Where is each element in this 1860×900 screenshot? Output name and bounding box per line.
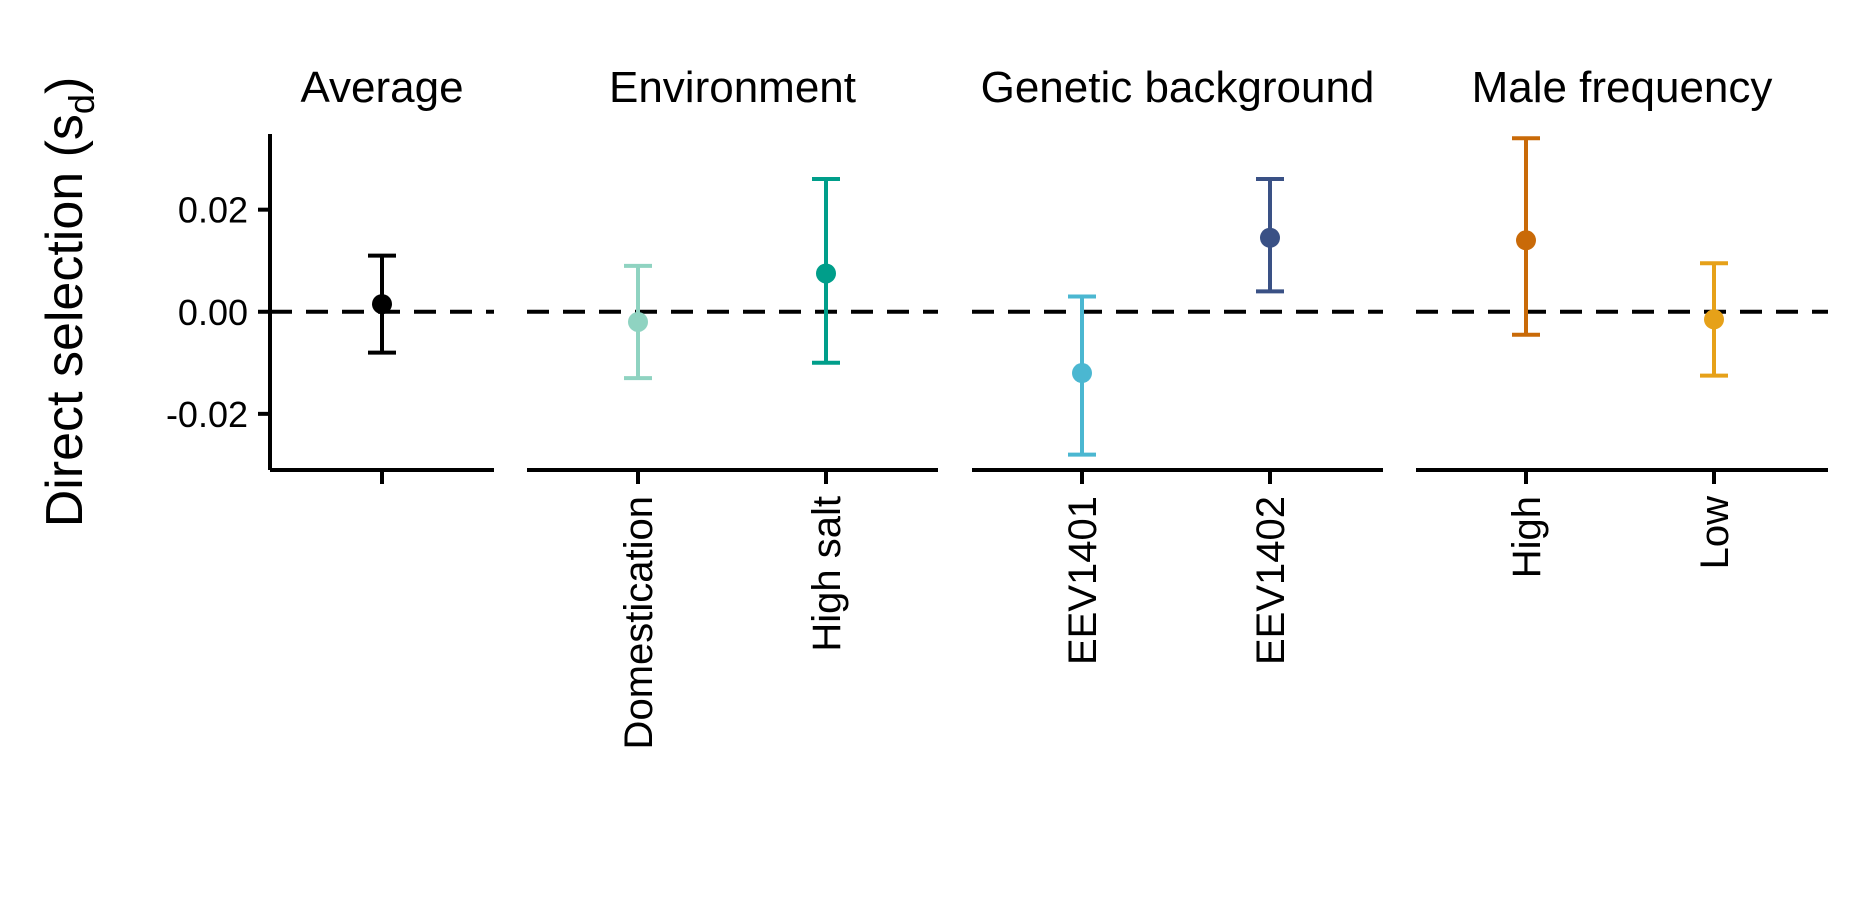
y-tick-label: -0.02 xyxy=(166,394,248,435)
y-axis-label: Direct selection (sd) xyxy=(36,77,102,528)
y-axis-label-close: ) xyxy=(36,77,94,94)
point-estimate xyxy=(1260,227,1280,248)
y-axis-label-text: Direct selection (s xyxy=(36,114,94,527)
x-category-label: High xyxy=(1505,496,1549,578)
x-category-label: Low xyxy=(1693,496,1737,569)
facet-panel: Genetic background EEV1401 EEV1402 xyxy=(972,63,1383,665)
y-axis: -0.02 0.00 0.02 xyxy=(166,134,272,470)
facet-panel: Environment Domestication High salt xyxy=(527,63,938,749)
facet-panel: Male frequency High Low xyxy=(1416,63,1828,578)
y-tick-label: 0.00 xyxy=(178,292,248,333)
facet-title: Environment xyxy=(609,63,856,112)
x-category-label: High salt xyxy=(805,496,849,652)
point-estimate xyxy=(816,263,836,284)
x-category-label: EEV1402 xyxy=(1249,496,1293,665)
facet-title: Genetic background xyxy=(981,63,1375,112)
x-category-label: EEV1401 xyxy=(1061,496,1105,665)
facet-panel: Average xyxy=(270,63,494,484)
point-estimate xyxy=(1072,363,1092,384)
y-axis-label-subscript: d xyxy=(61,94,102,114)
point-estimate xyxy=(372,294,392,315)
facet-title: Male frequency xyxy=(1472,63,1773,112)
point-estimate xyxy=(1704,309,1724,330)
x-category-label: Domestication xyxy=(617,496,661,749)
point-estimate xyxy=(628,311,648,332)
y-axis-title: Direct selection (sd) xyxy=(36,77,102,528)
y-tick-label: 0.02 xyxy=(178,190,248,231)
facet-title: Average xyxy=(300,63,463,112)
facets: Average Environment Domestication High salt… xyxy=(270,63,1828,749)
point-estimate xyxy=(1516,230,1536,251)
